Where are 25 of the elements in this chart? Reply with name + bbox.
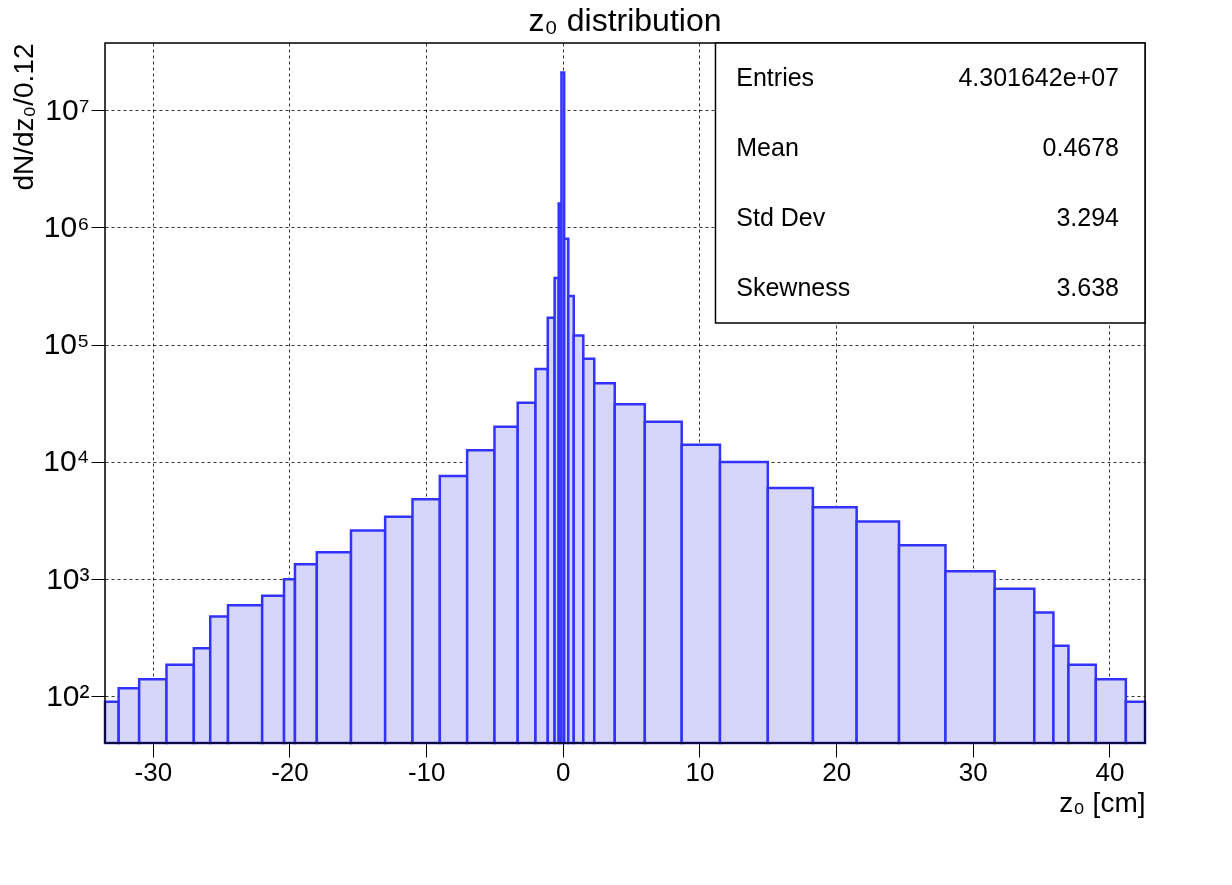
x-tick-label: 20	[822, 756, 852, 787]
x-tick-label: 0	[556, 756, 571, 787]
x-tick-label: 40	[1095, 756, 1125, 787]
y-axis-title: dN/dz₀/0.12	[8, 43, 40, 191]
y-tick-label: 10³	[46, 561, 90, 595]
x-tick-label: 30	[958, 756, 988, 787]
x-tick-label: -20	[271, 756, 309, 787]
y-tick-label: 10²	[46, 678, 90, 712]
x-tick-label: -10	[407, 756, 446, 787]
annotation: Skewness	[736, 273, 851, 301]
annotation: 3.638	[1056, 273, 1119, 301]
y-tick-label: 10⁷	[45, 92, 90, 126]
x-axis-title: z₀ [cm]	[1059, 786, 1146, 818]
annotation: Mean	[736, 133, 799, 161]
annotation: Entries	[736, 63, 815, 91]
x-tick-label: 10	[685, 756, 715, 787]
y-tick-label: 10⁵	[43, 327, 90, 361]
annotation: 0.4678	[1042, 133, 1119, 161]
annotation: Std Dev	[736, 203, 826, 231]
y-tick-label: 10⁴	[43, 444, 90, 478]
y-tick-label: 10⁶	[43, 210, 90, 243]
x-tick-label: -30	[134, 756, 173, 787]
annotation: 3.294	[1056, 203, 1120, 231]
annotation: 4.301642e+07	[958, 63, 1119, 91]
chart-title: z₀ distribution	[528, 2, 722, 39]
